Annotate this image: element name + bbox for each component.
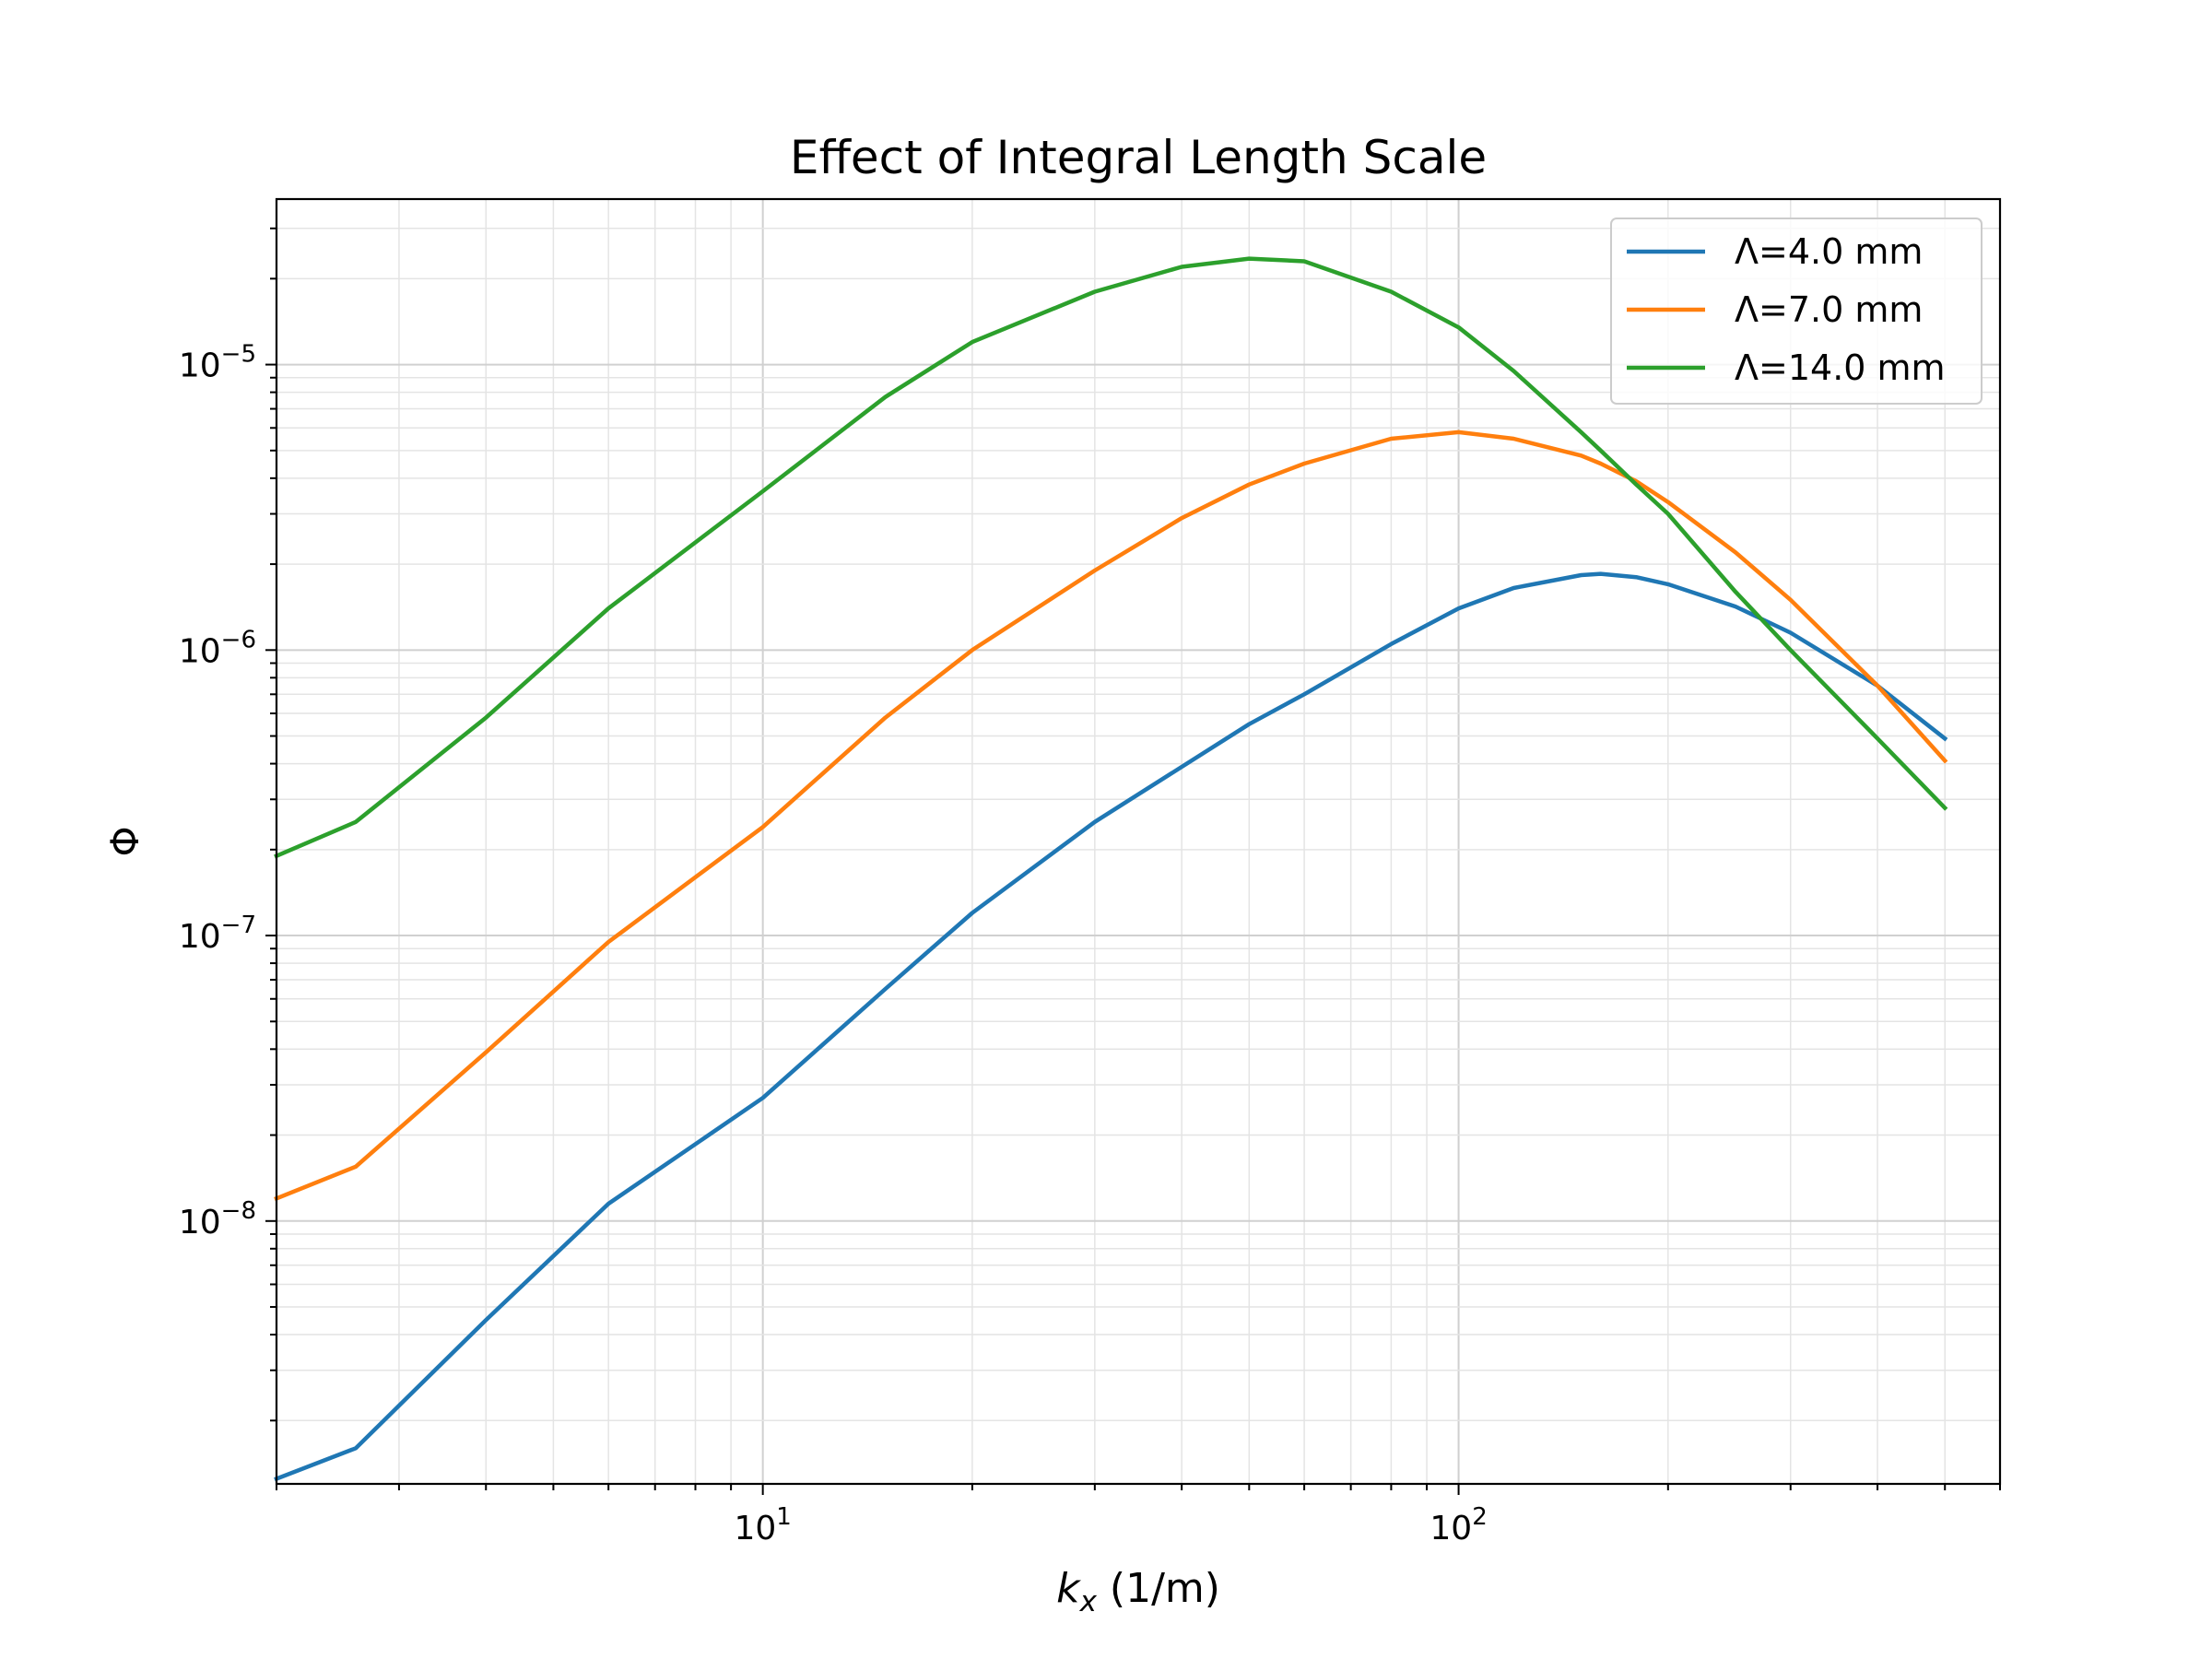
y-axis-label: Φ bbox=[102, 826, 147, 856]
plot-frame bbox=[275, 197, 2002, 1486]
y-tick-label: 10−8 bbox=[179, 1197, 256, 1241]
legend-label-2: Λ=14.0 mm bbox=[1735, 347, 1946, 388]
plot-area bbox=[276, 199, 2000, 1484]
legend-box bbox=[1610, 218, 1983, 405]
y-tick-label: 10−6 bbox=[179, 626, 256, 670]
chart-title: Effect of Integral Length Scale bbox=[790, 131, 1487, 184]
x-tick-label: 101 bbox=[734, 1503, 791, 1547]
grid bbox=[276, 199, 2001, 1484]
legend-label-1: Λ=7.0 mm bbox=[1735, 289, 1923, 330]
legend-label-0: Λ=4.0 mm bbox=[1735, 231, 1923, 272]
x-axis-label: kx (1/m) bbox=[1056, 1565, 1220, 1618]
series-line-1 bbox=[274, 429, 1948, 1202]
series-line-2 bbox=[274, 256, 1948, 859]
axis-ticks bbox=[265, 227, 2001, 1495]
tick-labels: 101 102 10−8 10−7 10−6 10−5 bbox=[179, 341, 1488, 1547]
series-lines bbox=[274, 256, 1948, 1482]
series-line-0 bbox=[274, 571, 1948, 1482]
y-tick-label: 10−7 bbox=[179, 912, 256, 956]
legend: Λ=4.0 mm Λ=7.0 mm Λ=14.0 mm bbox=[1610, 218, 1983, 405]
y-tick-label: 10−5 bbox=[179, 341, 256, 385]
x-tick-label: 102 bbox=[1430, 1503, 1487, 1547]
